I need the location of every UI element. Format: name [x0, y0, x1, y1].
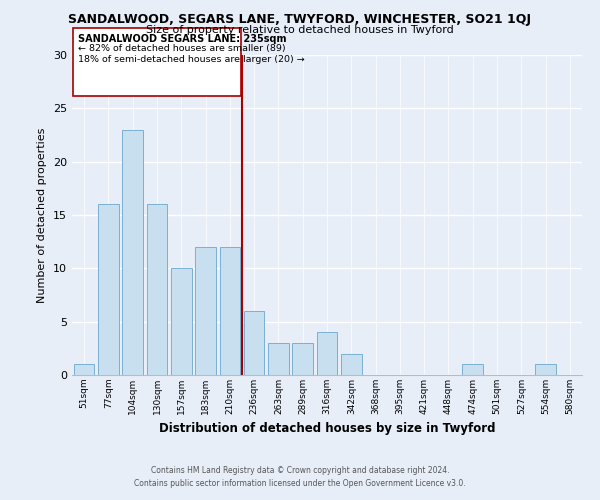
- Bar: [535, 364, 556, 375]
- Text: 18% of semi-detached houses are larger (20) →: 18% of semi-detached houses are larger (…: [78, 55, 305, 64]
- Bar: [341, 354, 362, 375]
- Bar: [244, 311, 265, 375]
- Bar: [268, 343, 289, 375]
- Bar: [122, 130, 143, 375]
- Text: Size of property relative to detached houses in Twyford: Size of property relative to detached ho…: [146, 25, 454, 35]
- Bar: [317, 332, 337, 375]
- Bar: [171, 268, 191, 375]
- Text: SANDALWOOD SEGARS LANE: 235sqm: SANDALWOOD SEGARS LANE: 235sqm: [78, 34, 287, 43]
- Y-axis label: Number of detached properties: Number of detached properties: [37, 128, 47, 302]
- Bar: [292, 343, 313, 375]
- Bar: [73, 28, 241, 96]
- Text: ← 82% of detached houses are smaller (89): ← 82% of detached houses are smaller (89…: [78, 44, 286, 54]
- Text: Contains HM Land Registry data © Crown copyright and database right 2024.
Contai: Contains HM Land Registry data © Crown c…: [134, 466, 466, 487]
- Text: SANDALWOOD, SEGARS LANE, TWYFORD, WINCHESTER, SO21 1QJ: SANDALWOOD, SEGARS LANE, TWYFORD, WINCHE…: [68, 12, 532, 26]
- Bar: [220, 247, 240, 375]
- Bar: [463, 364, 483, 375]
- Bar: [146, 204, 167, 375]
- Bar: [74, 364, 94, 375]
- Bar: [98, 204, 119, 375]
- X-axis label: Distribution of detached houses by size in Twyford: Distribution of detached houses by size …: [159, 422, 495, 436]
- Bar: [195, 247, 216, 375]
